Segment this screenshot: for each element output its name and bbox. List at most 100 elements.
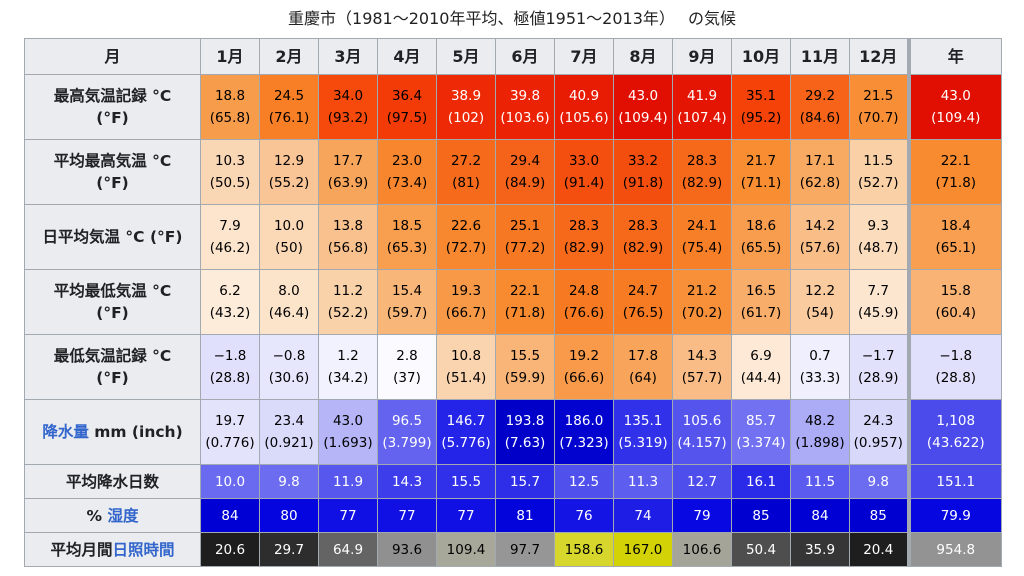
cell-value: 79.9 <box>940 507 971 524</box>
cell-value-celsius: 105.6 <box>682 413 722 429</box>
month-cell: 17.8 (64) <box>613 334 673 400</box>
month-header: 8月 <box>613 38 673 75</box>
cell-value: 12.7 <box>686 473 718 490</box>
cell-value-celsius: 18.4 <box>940 218 971 234</box>
cell-value: 76 <box>575 507 593 524</box>
cell-value-celsius: 10.3 <box>214 153 246 169</box>
month-cell: 85.7 (3.374) <box>731 399 791 465</box>
month-cell: 77 <box>318 498 378 533</box>
year-cell: 22.1 (71.8) <box>906 139 1002 205</box>
month-cell: 14.3 <box>377 464 437 499</box>
cell-value-celsius: −1.8 <box>939 348 973 364</box>
cell-value-secondary: (73.4) <box>386 175 428 191</box>
month-cell: 10.3 (50.5) <box>200 139 260 205</box>
cell-value: 81 <box>516 507 534 524</box>
month-cell: 76 <box>554 498 614 533</box>
month-cell: 17.7 (63.9) <box>318 139 378 205</box>
cell-value-secondary: (65.8) <box>209 110 251 126</box>
cell-value-secondary: (82.9) <box>681 175 723 191</box>
month-cell: 16.1 <box>731 464 791 499</box>
cell-value-celsius: 24.7 <box>627 283 659 299</box>
cell-value: 10.0 <box>214 473 246 490</box>
cell-value-secondary: (7.323) <box>559 435 609 451</box>
cell-value: 109.4 <box>446 541 486 558</box>
cell-value-celsius: 10.8 <box>450 348 482 364</box>
cell-value-celsius: 96.5 <box>391 413 423 429</box>
cell-value: 12.5 <box>568 473 600 490</box>
row-label-link[interactable]: 降水量 <box>42 423 89 441</box>
year-cell: 79.9 <box>906 498 1002 533</box>
cell-value: 16.1 <box>745 473 777 490</box>
month-cell: 85 <box>849 498 909 533</box>
month-cell: 109.4 <box>436 532 496 567</box>
cell-value: 77 <box>339 507 357 524</box>
cell-value-celsius: 146.7 <box>446 413 486 429</box>
month-header: 7月 <box>554 38 614 75</box>
month-cell: 186.0 (7.323) <box>554 399 614 465</box>
cell-value-secondary: (37) <box>393 370 421 386</box>
row-label-text: % <box>86 506 108 525</box>
month-cell: 74 <box>613 498 673 533</box>
row-label-unit: (°F) <box>96 109 129 127</box>
cell-value-celsius: 24.1 <box>686 218 718 234</box>
month-cell: 24.7 (76.5) <box>613 269 673 335</box>
row-label-link[interactable]: 湿度 <box>107 506 139 525</box>
month-cell: 9.8 <box>849 464 909 499</box>
year-cell: 15.8 (60.4) <box>906 269 1002 335</box>
row-label: 平均最高気温 °C (°F) <box>24 139 201 205</box>
cell-value-secondary: (71.1) <box>740 175 782 191</box>
row-label: 平均月間日照時間 <box>24 532 201 567</box>
row-label-text: 平均最高気温 °C <box>53 152 172 170</box>
cell-value-secondary: (34.2) <box>327 370 369 386</box>
cell-value-secondary: (81) <box>452 175 480 191</box>
cell-value: 97.7 <box>509 541 541 558</box>
row-label-line: 降水量 mm (inch) <box>25 421 200 443</box>
month-cell: 28.3 (82.9) <box>554 204 614 270</box>
cell-value: 11.5 <box>804 473 836 490</box>
cell-value-secondary: (57.6) <box>799 240 841 256</box>
cell-value-secondary: (28.9) <box>857 370 899 386</box>
cell-value-secondary: (52.2) <box>327 305 369 321</box>
month-header: 9月 <box>672 38 732 75</box>
cell-value-celsius: 38.9 <box>450 88 482 104</box>
cell-value-celsius: 186.0 <box>564 413 604 429</box>
month-cell: 13.8 (56.8) <box>318 204 378 270</box>
cell-value-secondary: (50) <box>275 240 303 256</box>
year-cell: 1,108 (43.622) <box>906 399 1002 465</box>
cell-value: 9.8 <box>278 473 300 490</box>
row-label-line: 平均月間日照時間 <box>25 539 200 561</box>
month-cell: 34.0 (93.2) <box>318 74 378 140</box>
month-cell: 35.1 (95.2) <box>731 74 791 140</box>
cell-value-celsius: 14.2 <box>804 218 836 234</box>
month-cell: 24.1 (75.4) <box>672 204 732 270</box>
cell-value-secondary: (71.8) <box>935 175 977 191</box>
month-cell: 12.9 (55.2) <box>259 139 319 205</box>
month-cell: 12.7 <box>672 464 732 499</box>
cell-value-secondary: (107.4) <box>677 110 727 126</box>
cell-value-celsius: 35.1 <box>745 88 777 104</box>
cell-value-secondary: (109.4) <box>618 110 668 126</box>
month-cell: 29.2 (84.6) <box>790 74 850 140</box>
cell-value-celsius: 18.8 <box>214 88 246 104</box>
row-label-link[interactable]: 日照時間 <box>112 540 175 559</box>
month-cell: 18.5 (65.3) <box>377 204 437 270</box>
month-cell: 24.8 (76.6) <box>554 269 614 335</box>
cell-value-celsius: 12.2 <box>804 283 836 299</box>
cell-value-secondary: (70.2) <box>681 305 723 321</box>
row-label-text: mm (inch) <box>88 423 183 441</box>
month-cell: 11.5 (52.7) <box>849 139 909 205</box>
cell-value-secondary: (56.8) <box>327 240 369 256</box>
month-cell: 35.9 <box>790 532 850 567</box>
cell-value: 20.4 <box>863 541 894 558</box>
cell-value: 84 <box>811 507 829 524</box>
month-cell: 9.3 (48.7) <box>849 204 909 270</box>
cell-value-celsius: 1.2 <box>337 348 359 364</box>
cell-value: 29.7 <box>273 541 305 558</box>
month-cell: 77 <box>377 498 437 533</box>
cell-value-secondary: (33.3) <box>799 370 841 386</box>
month-cell: 106.6 <box>672 532 732 567</box>
cell-value: 15.7 <box>509 473 541 490</box>
month-cell: 33.0 (91.4) <box>554 139 614 205</box>
cell-value-secondary: (46.2) <box>209 240 251 256</box>
header-corner: 月 <box>24 38 201 75</box>
